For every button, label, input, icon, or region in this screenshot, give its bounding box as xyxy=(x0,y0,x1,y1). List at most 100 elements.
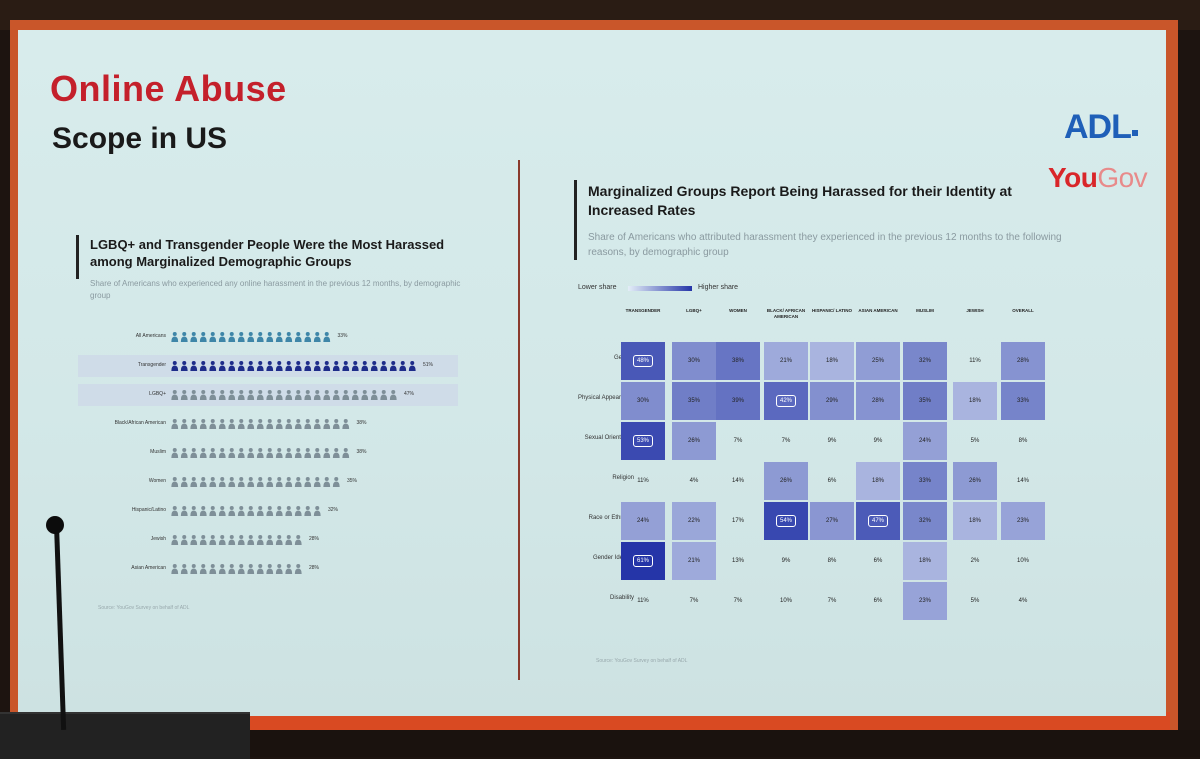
person-icon xyxy=(351,361,359,371)
pictogram-bar xyxy=(171,419,350,429)
person-icon xyxy=(218,564,226,574)
heatmap-cell: 47% xyxy=(856,502,900,540)
heatmap-cell: 9% xyxy=(856,422,900,460)
heatmap-cell-label: 11% xyxy=(637,478,649,484)
person-icon xyxy=(256,361,264,371)
heatmap-cell-label: 10% xyxy=(1016,558,1029,564)
person-icon xyxy=(313,419,321,429)
heatmap-cell: 27% xyxy=(810,502,854,540)
heatmap-cell: 5% xyxy=(953,582,997,620)
person-icon xyxy=(190,477,198,487)
person-icon xyxy=(218,419,226,429)
left-panel-accent-bar xyxy=(76,235,79,279)
pictogram-bar xyxy=(171,361,416,371)
heatmap-cell: 30% xyxy=(621,382,665,420)
person-icon xyxy=(247,477,255,487)
panel-divider xyxy=(518,160,520,680)
person-icon xyxy=(190,361,198,371)
person-icon xyxy=(247,564,255,574)
left-chart-title: LGBQ+ and Transgender People Were the Mo… xyxy=(90,237,445,269)
heatmap-cell-label: 6% xyxy=(873,598,883,604)
pictogram-value-label: 28% xyxy=(309,536,320,542)
pictogram-value-label: 28% xyxy=(309,565,320,571)
person-icon xyxy=(199,419,207,429)
person-icon xyxy=(171,419,179,429)
heatmap-cell-label: 5% xyxy=(970,598,980,604)
heatmap-row-label: Race or Ethnicity xyxy=(588,515,634,521)
legend-high-label: Higher share xyxy=(698,284,739,291)
heatmap-cell-label: 48% xyxy=(632,355,653,367)
person-icon xyxy=(294,564,302,574)
heatmap-cell-label: 28% xyxy=(1016,358,1029,364)
heatmap-cell: 26% xyxy=(953,462,997,500)
heatmap-cell: 29% xyxy=(810,382,854,420)
right-chart-title: Marginalized Groups Report Being Harasse… xyxy=(588,183,1012,218)
heatmap-cell-label: 61% xyxy=(632,555,653,567)
person-icon xyxy=(323,390,331,400)
heatmap-cell: 32% xyxy=(903,342,947,380)
pictogram-row: Women 35% xyxy=(78,471,458,493)
person-icon xyxy=(294,332,302,342)
heatmap-column-header: LGBQ+ xyxy=(686,308,702,313)
person-icon xyxy=(351,390,359,400)
person-icon xyxy=(275,477,283,487)
heatmap-row-label: Physical Appearance xyxy=(577,395,634,401)
pictogram-row-label: Transgender xyxy=(137,362,166,368)
person-icon xyxy=(190,535,198,545)
person-icon xyxy=(313,332,321,342)
pictogram-row-label: Hispanic/Latino xyxy=(131,507,166,513)
yougov-logo-gov: Gov xyxy=(1097,162,1148,193)
heatmap-cell: 26% xyxy=(764,462,808,500)
person-icon xyxy=(256,332,264,342)
person-icon xyxy=(171,332,179,342)
person-icon xyxy=(237,477,245,487)
heatmap-cell: 21% xyxy=(764,342,808,380)
person-icon xyxy=(389,390,397,400)
person-icon xyxy=(218,448,226,458)
pictogram-row-label: Asian American xyxy=(131,565,166,571)
heatmap-cell-label: 7% xyxy=(733,438,743,444)
heatmap-cell: 24% xyxy=(903,422,947,460)
heatmap-cell-label: 9% xyxy=(781,558,791,564)
person-icon xyxy=(190,390,198,400)
heatmap-cell-label: 18% xyxy=(918,558,931,564)
person-icon xyxy=(266,419,274,429)
heatmap-cell-label: 7% xyxy=(781,438,791,444)
heatmap-cell-label: 2% xyxy=(970,558,980,564)
pictogram-value-label: 51% xyxy=(423,362,434,368)
heatmap-cell: 7% xyxy=(764,422,808,460)
right-chart-subtitle: Share of Americans who attributed harass… xyxy=(588,232,1062,258)
person-icon xyxy=(190,332,198,342)
person-icon xyxy=(370,390,378,400)
heatmap-cell: 17% xyxy=(716,502,760,540)
person-icon xyxy=(323,332,331,342)
pictogram-bar xyxy=(171,332,331,342)
person-icon xyxy=(218,332,226,342)
pictogram-value-label: 47% xyxy=(404,391,415,397)
pictogram-row-label: Jewish xyxy=(150,536,166,542)
person-icon xyxy=(266,390,274,400)
slide-subtitle: Scope in US xyxy=(52,122,228,155)
person-icon xyxy=(285,564,293,574)
heatmap-cell-label: 33% xyxy=(1016,398,1029,404)
heatmap-cell-label: 33% xyxy=(918,478,931,484)
person-icon xyxy=(228,535,236,545)
heatmap-row-label: Disability xyxy=(609,595,634,601)
right-chart-source: Source: YouGov Survey on behalf of ADL xyxy=(596,658,688,664)
person-icon xyxy=(199,332,207,342)
pictogram-row-label: Black/African American xyxy=(114,420,166,426)
legend-gradient xyxy=(628,286,692,291)
person-icon xyxy=(285,332,293,342)
person-icon xyxy=(294,361,302,371)
heatmap-cell-label: 53% xyxy=(632,435,653,447)
person-icon xyxy=(218,390,226,400)
person-icon xyxy=(237,506,245,516)
person-icon xyxy=(266,332,274,342)
person-icon xyxy=(209,477,217,487)
person-icon xyxy=(408,361,416,371)
heatmap-cell-label: 6% xyxy=(873,558,883,564)
person-icon xyxy=(199,564,207,574)
person-icon xyxy=(209,535,217,545)
person-icon xyxy=(342,419,350,429)
person-icon xyxy=(323,361,331,371)
